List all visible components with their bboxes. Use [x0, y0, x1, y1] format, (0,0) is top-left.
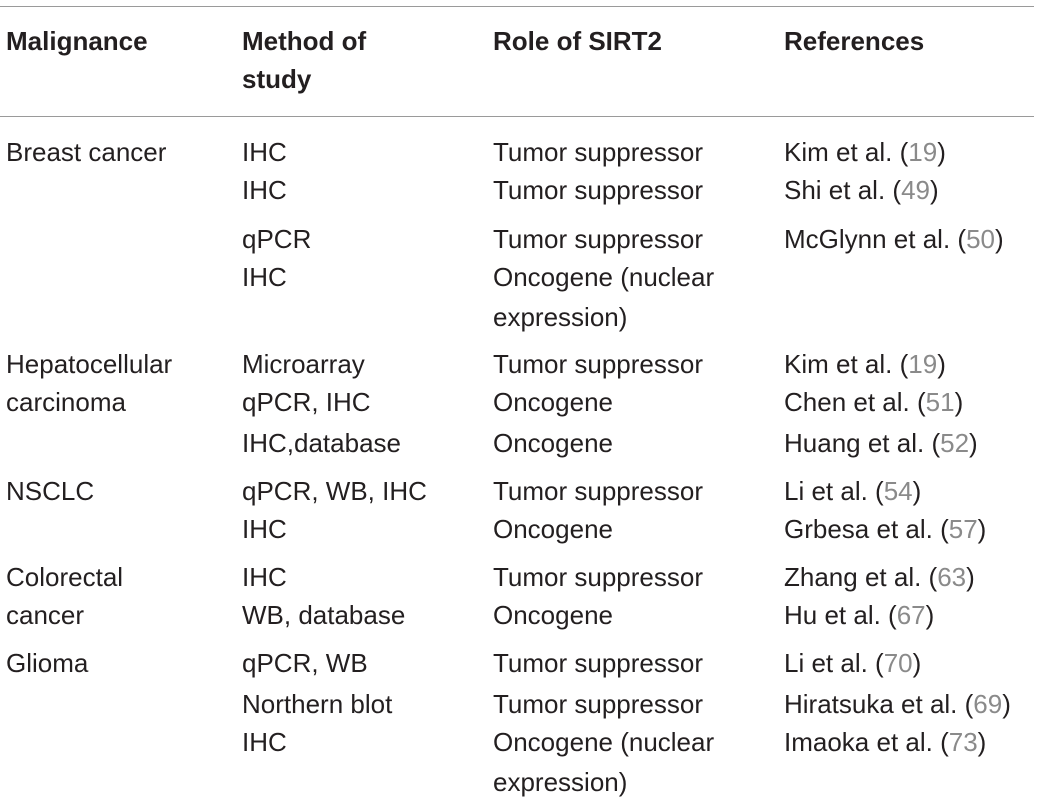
reference-author: McGlynn et al.	[784, 224, 951, 254]
method-cell: IHC	[242, 562, 287, 592]
reference-number-link[interactable]: 70	[883, 648, 913, 678]
method-cell: IHC,database	[242, 428, 401, 458]
reference-cell: Shi et al. (49)	[784, 175, 939, 205]
table-top-rule	[0, 6, 1034, 7]
header-malignance: Malignance	[6, 26, 148, 56]
role-cell: Oncogene	[493, 387, 613, 417]
role-cell: Tumor suppressor	[493, 224, 703, 254]
role-cell: Tumor suppressor	[493, 562, 703, 592]
malignance-cell: NSCLC	[6, 476, 95, 506]
reference-author: Chen et al.	[784, 387, 910, 417]
role-cell: Tumor suppressor	[493, 476, 703, 506]
header-role: Role of SIRT2	[493, 26, 663, 56]
reference-number-link[interactable]: 73	[948, 727, 978, 757]
method-cell: qPCR	[242, 224, 312, 254]
role-cell: Tumor suppressor	[493, 175, 703, 205]
reference-cell: Imaoka et al. (73)	[784, 727, 987, 757]
malignance-cell: carcinoma	[6, 387, 126, 417]
reference-cell: Li et al. (70)	[784, 648, 922, 678]
reference-author: Grbesa et al.	[784, 514, 933, 544]
reference-author: Imaoka et al.	[784, 727, 933, 757]
role-cell: Oncogene (nuclear	[493, 727, 715, 757]
role-cell: Oncogene	[493, 428, 613, 458]
reference-cell: Hu et al. (67)	[784, 600, 935, 630]
reference-cell: McGlynn et al. (50)	[784, 224, 1004, 254]
method-cell: qPCR, WB, IHC	[242, 476, 427, 506]
malignance-cell: Glioma	[6, 648, 89, 678]
reference-number-link[interactable]: 19	[908, 137, 938, 167]
reference-number-link[interactable]: 67	[896, 600, 926, 630]
role-cell: Oncogene	[493, 600, 613, 630]
reference-number-link[interactable]: 69	[973, 689, 1003, 719]
reference-cell: Li et al. (54)	[784, 476, 922, 506]
reference-cell: Huang et al. (52)	[784, 428, 978, 458]
header-method-line1: Method of	[242, 26, 367, 56]
role-cell: Tumor suppressor	[493, 648, 703, 678]
reference-author: Kim et al.	[784, 349, 893, 379]
reference-cell: Hiratsuka et al. (69)	[784, 689, 1011, 719]
reference-author: Huang et al.	[784, 428, 925, 458]
method-cell: Northern blot	[242, 689, 393, 719]
method-cell: IHC	[242, 175, 287, 205]
malignance-cell: Breast cancer	[6, 137, 167, 167]
method-cell: IHC	[242, 727, 287, 757]
reference-author: Hiratsuka et al.	[784, 689, 958, 719]
method-cell: qPCR, IHC	[242, 387, 371, 417]
reference-number-link[interactable]: 54	[883, 476, 913, 506]
role-cell: expression)	[493, 302, 628, 332]
reference-number-link[interactable]: 19	[908, 349, 938, 379]
role-cell: Oncogene	[493, 514, 613, 544]
role-cell: Tumor suppressor	[493, 689, 703, 719]
reference-cell: Kim et al. (19)	[784, 349, 946, 379]
role-cell: Oncogene (nuclear	[493, 262, 715, 292]
reference-number-link[interactable]: 52	[940, 428, 970, 458]
reference-author: Zhang et al.	[784, 562, 922, 592]
malignance-cell: Colorectal	[6, 562, 124, 592]
reference-author: Li et al.	[784, 648, 868, 678]
reference-cell: Kim et al. (19)	[784, 137, 946, 167]
role-cell: Tumor suppressor	[493, 137, 703, 167]
reference-author: Hu et al.	[784, 600, 881, 630]
role-cell: expression)	[493, 767, 628, 797]
reference-author: Kim et al.	[784, 137, 893, 167]
method-cell: IHC	[242, 262, 287, 292]
reference-cell: Grbesa et al. (57)	[784, 514, 987, 544]
reference-author: Shi et al.	[784, 175, 886, 205]
malignance-cell: cancer	[6, 600, 85, 630]
method-cell: qPCR, WB	[242, 648, 368, 678]
reference-cell: Zhang et al. (63)	[784, 562, 975, 592]
header-references: References	[784, 26, 925, 56]
malignance-cell: Hepatocellular	[6, 349, 173, 379]
method-cell: WB, database	[242, 600, 406, 630]
role-cell: Tumor suppressor	[493, 349, 703, 379]
method-cell: Microarray	[242, 349, 365, 379]
reference-number-link[interactable]: 57	[948, 514, 978, 544]
reference-number-link[interactable]: 49	[901, 175, 930, 205]
header-method-line2: study	[242, 64, 312, 94]
reference-author: Li et al.	[784, 476, 868, 506]
header-bottom-rule	[0, 116, 1034, 117]
method-cell: IHC	[242, 514, 287, 544]
method-cell: IHC	[242, 137, 287, 167]
reference-number-link[interactable]: 63	[937, 562, 967, 592]
reference-cell: Chen et al. (51)	[784, 387, 964, 417]
reference-number-link[interactable]: 51	[925, 387, 955, 417]
reference-number-link[interactable]: 50	[966, 224, 995, 254]
